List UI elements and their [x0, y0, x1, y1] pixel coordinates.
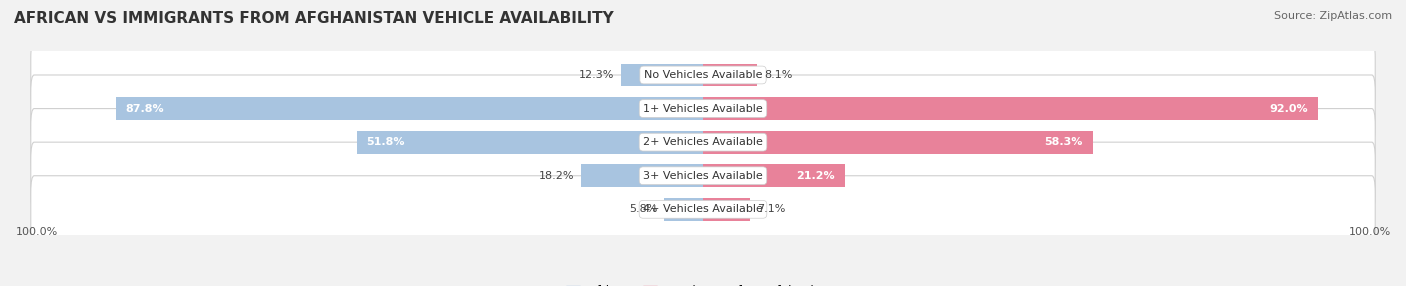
Text: 1+ Vehicles Available: 1+ Vehicles Available: [643, 104, 763, 114]
Text: 18.2%: 18.2%: [538, 171, 575, 181]
Text: 92.0%: 92.0%: [1270, 104, 1309, 114]
Bar: [703, 131, 1092, 154]
Text: 7.1%: 7.1%: [758, 204, 786, 214]
FancyBboxPatch shape: [31, 176, 1375, 243]
Bar: [703, 97, 1319, 120]
Bar: [620, 63, 703, 86]
Text: 51.8%: 51.8%: [367, 137, 405, 147]
Text: 100.0%: 100.0%: [15, 227, 58, 237]
Bar: [357, 131, 703, 154]
Bar: [581, 164, 703, 187]
Text: 58.3%: 58.3%: [1045, 137, 1083, 147]
Bar: [703, 164, 845, 187]
FancyBboxPatch shape: [31, 142, 1375, 209]
Text: 2+ Vehicles Available: 2+ Vehicles Available: [643, 137, 763, 147]
FancyBboxPatch shape: [31, 41, 1375, 109]
Text: 21.2%: 21.2%: [796, 171, 835, 181]
Text: 3+ Vehicles Available: 3+ Vehicles Available: [643, 171, 763, 181]
Text: 87.8%: 87.8%: [125, 104, 165, 114]
Legend: African, Immigrants from Afghanistan: African, Immigrants from Afghanistan: [567, 285, 839, 286]
Text: Source: ZipAtlas.com: Source: ZipAtlas.com: [1274, 11, 1392, 21]
Bar: [703, 198, 751, 221]
Text: 8.1%: 8.1%: [763, 70, 792, 80]
Bar: [664, 198, 703, 221]
Text: AFRICAN VS IMMIGRANTS FROM AFGHANISTAN VEHICLE AVAILABILITY: AFRICAN VS IMMIGRANTS FROM AFGHANISTAN V…: [14, 11, 614, 26]
Text: 100.0%: 100.0%: [1348, 227, 1391, 237]
Text: 4+ Vehicles Available: 4+ Vehicles Available: [643, 204, 763, 214]
Text: No Vehicles Available: No Vehicles Available: [644, 70, 762, 80]
FancyBboxPatch shape: [31, 109, 1375, 176]
Bar: [115, 97, 703, 120]
FancyBboxPatch shape: [31, 75, 1375, 142]
Text: 12.3%: 12.3%: [579, 70, 614, 80]
Bar: [703, 63, 758, 86]
Text: 5.8%: 5.8%: [628, 204, 658, 214]
